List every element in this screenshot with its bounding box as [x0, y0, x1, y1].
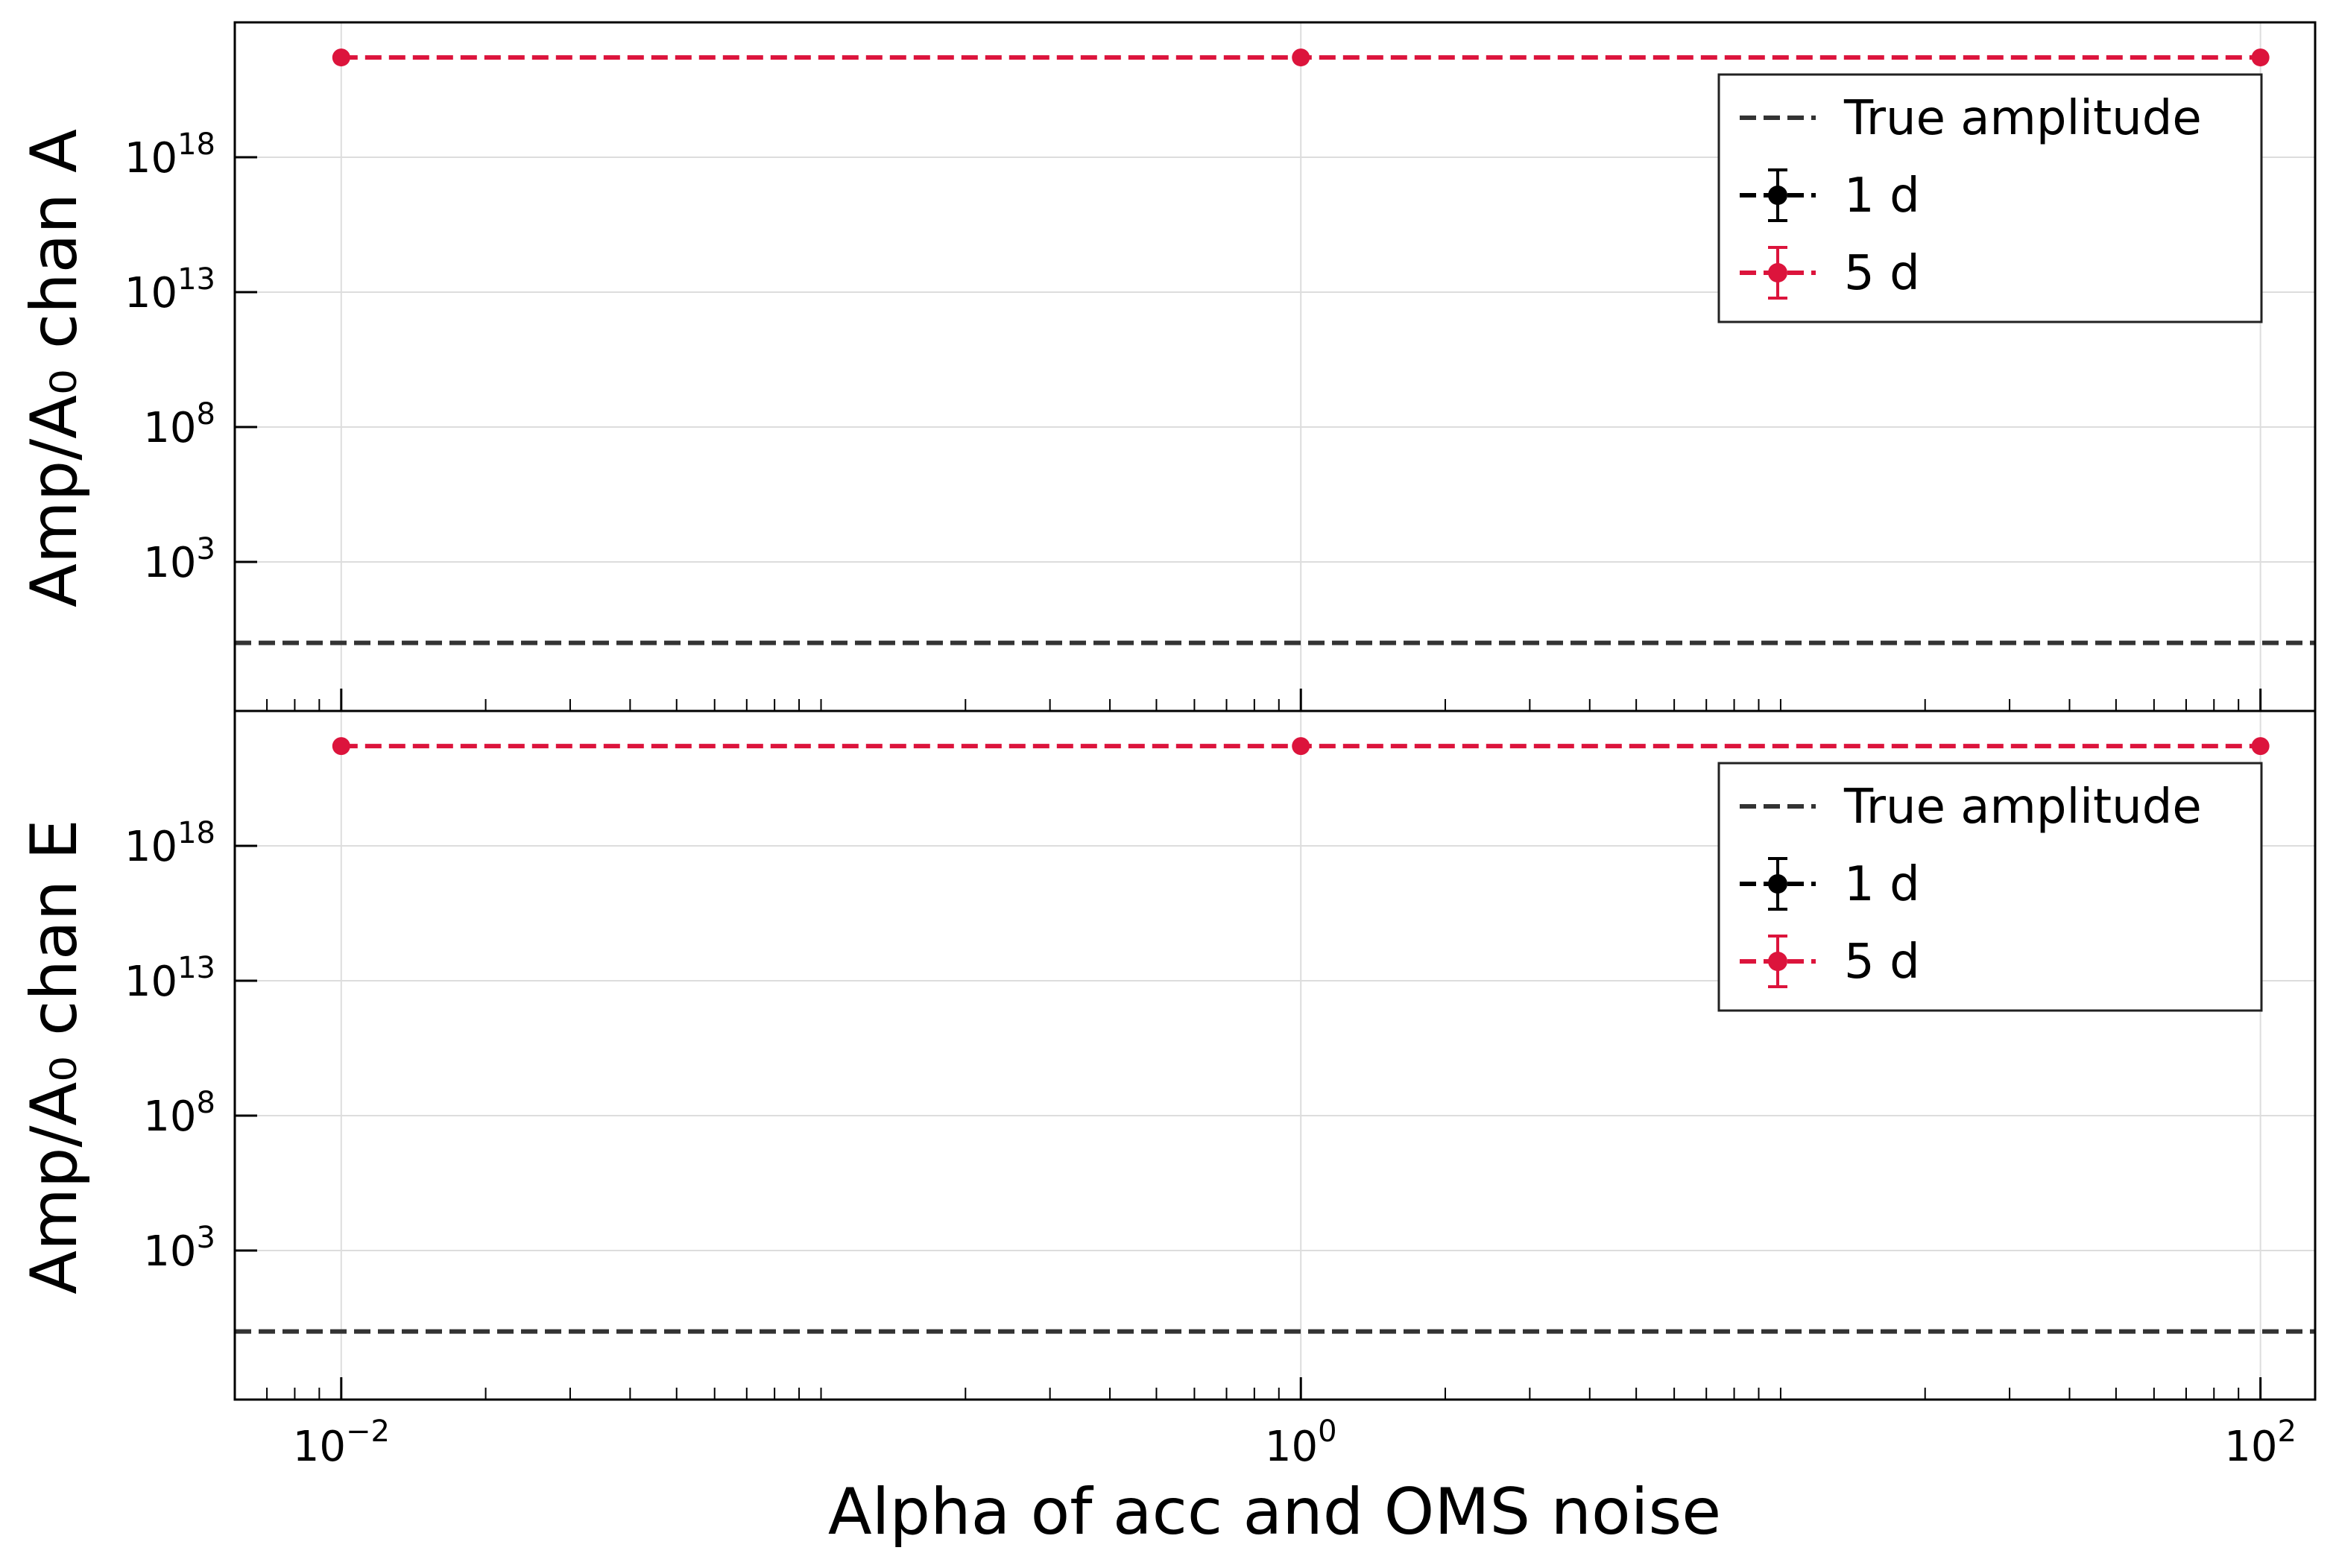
legend-marker — [1768, 952, 1787, 971]
x-tick-label: 10−2 — [293, 1414, 390, 1471]
bottom-y-axis-label: Amp/A₀ chan E — [17, 819, 92, 1294]
legend-box — [1717, 73, 2263, 323]
y-tick-label: 1013 — [124, 951, 215, 1006]
data-point — [2251, 48, 2270, 67]
x-tick-label: 102 — [2224, 1414, 2296, 1471]
y-tick-label: 108 — [143, 397, 215, 452]
legend: True amplitude 1 d 5 d — [1717, 73, 2263, 323]
y-tick-label: 1018 — [124, 127, 215, 183]
y-tick-label: 103 — [143, 532, 215, 587]
top-y-axis-label: Amp/A₀ chan A — [17, 129, 92, 607]
legend-box — [1717, 762, 2263, 1012]
legend-label: 1 d — [1844, 857, 1920, 912]
legend-marker — [1768, 186, 1787, 205]
legend-marker — [1768, 263, 1787, 282]
data-point — [1292, 48, 1310, 67]
legend-label: 5 d — [1844, 935, 1920, 990]
legend-marker — [1768, 874, 1787, 894]
legend-label: True amplitude — [1843, 91, 2202, 146]
bottom-panel: 103 108 1013 1018 10−2 100 102 True amplitude 1 … — [124, 709, 2317, 1471]
legend-label: 5 d — [1844, 246, 1920, 301]
data-point — [332, 48, 350, 67]
legend: True amplitude 1 d 5 d — [1717, 762, 2263, 1012]
y-tick-label: 1013 — [124, 262, 215, 317]
legend-label: True amplitude — [1843, 780, 2202, 835]
data-point — [2251, 737, 2270, 756]
y-tick-label: 108 — [143, 1086, 215, 1141]
y-tick-label: 1018 — [124, 816, 215, 871]
data-point — [1292, 737, 1310, 756]
axes-frame — [233, 709, 2317, 1401]
legend-label: 1 d — [1844, 168, 1920, 224]
x-tick-label: 100 — [1265, 1414, 1337, 1471]
top-panel: 103 108 1013 1018 True amplitude 1 d 5 d — [124, 21, 2317, 712]
y-tick-label: 103 — [143, 1221, 215, 1276]
x-axis-label: Alpha of acc and OMS noise — [828, 1475, 1721, 1549]
data-point — [332, 737, 350, 756]
